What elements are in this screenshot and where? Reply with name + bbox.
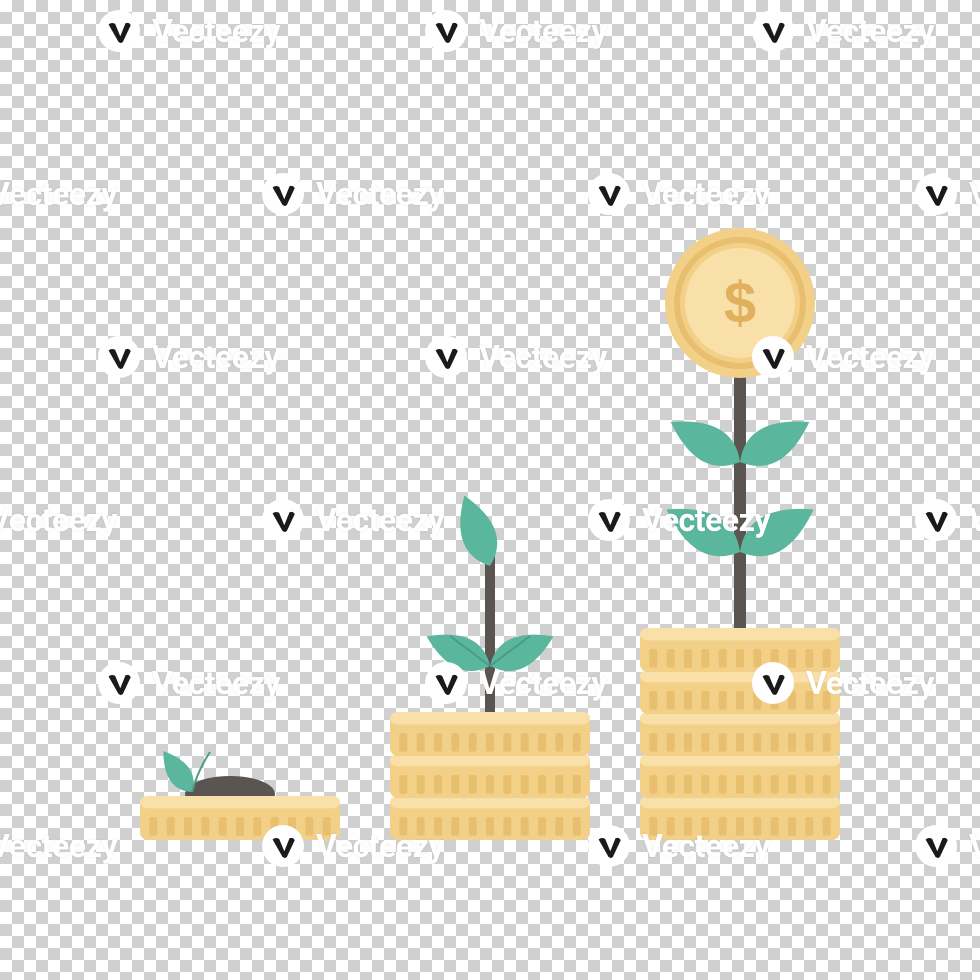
watermark-text: Vecteezy bbox=[806, 12, 934, 50]
watermark-text: Vecteezy bbox=[316, 827, 444, 865]
watermark-text: Vecteezy bbox=[152, 12, 280, 50]
watermark: Vecteezy bbox=[262, 499, 444, 541]
watermark: Vecteezy bbox=[915, 173, 980, 215]
vecteezy-logo-icon bbox=[262, 499, 304, 541]
watermark-text: Vecteezy bbox=[479, 664, 607, 702]
vecteezy-logo-icon bbox=[915, 173, 957, 215]
vecteezy-logo-icon bbox=[425, 662, 467, 704]
watermark-text: Vecteezy bbox=[969, 175, 980, 213]
watermark-text: Vecteezy bbox=[642, 827, 770, 865]
watermark: Vecteezy bbox=[425, 336, 607, 378]
watermark: Vecteezy bbox=[752, 336, 934, 378]
vecteezy-logo-icon bbox=[915, 825, 957, 867]
watermark-text: Vecteezy bbox=[0, 501, 117, 539]
watermark: Vecteezy bbox=[915, 825, 980, 867]
watermark-text: Vecteezy bbox=[316, 175, 444, 213]
vecteezy-logo-icon bbox=[425, 336, 467, 378]
watermark-text: Vecteezy bbox=[152, 664, 280, 702]
watermark: Vecteezy bbox=[262, 173, 444, 215]
vecteezy-logo-icon bbox=[98, 336, 140, 378]
watermark: Vecteezy bbox=[98, 336, 280, 378]
watermark-text: Vecteezy bbox=[806, 664, 934, 702]
watermark-text: Vecteezy bbox=[0, 175, 117, 213]
vecteezy-logo-icon bbox=[588, 499, 630, 541]
watermark-text: Vecteezy bbox=[806, 338, 934, 376]
vecteezy-logo-icon bbox=[915, 499, 957, 541]
watermark-text: Vecteezy bbox=[969, 827, 980, 865]
stage: $ VecteezyVecteezyVecteezyVecteezyVectee… bbox=[0, 0, 980, 980]
watermark: Vecteezy bbox=[915, 499, 980, 541]
watermark: Vecteezy bbox=[425, 10, 607, 52]
vecteezy-logo-icon bbox=[262, 825, 304, 867]
vecteezy-logo-icon bbox=[588, 173, 630, 215]
watermark: Vecteezy bbox=[0, 499, 117, 541]
vecteezy-logo-icon bbox=[752, 336, 794, 378]
vecteezy-logo-icon bbox=[588, 825, 630, 867]
watermark-text: Vecteezy bbox=[969, 501, 980, 539]
vecteezy-logo-icon bbox=[98, 10, 140, 52]
watermark-text: Vecteezy bbox=[152, 338, 280, 376]
watermark: Vecteezy bbox=[425, 662, 607, 704]
watermark-text: Vecteezy bbox=[316, 501, 444, 539]
watermark-text: Vecteezy bbox=[479, 12, 607, 50]
watermark: Vecteezy bbox=[588, 825, 770, 867]
vecteezy-logo-icon bbox=[752, 662, 794, 704]
watermark-text: Vecteezy bbox=[0, 827, 117, 865]
vecteezy-logo-icon bbox=[425, 10, 467, 52]
watermark-layer: Vecteezy Vecteezy Vecteezy Vecteezy Vecteezy… bbox=[0, 0, 980, 980]
watermark: Vecteezy bbox=[98, 10, 280, 52]
vecteezy-logo-icon bbox=[752, 10, 794, 52]
watermark: Vecteezy bbox=[262, 825, 444, 867]
watermark: Vecteezy bbox=[0, 825, 117, 867]
watermark: Vecteezy bbox=[98, 662, 280, 704]
watermark: Vecteezy bbox=[752, 662, 934, 704]
watermark-text: Vecteezy bbox=[642, 175, 770, 213]
vecteezy-logo-icon bbox=[98, 662, 140, 704]
watermark-text: Vecteezy bbox=[642, 501, 770, 539]
watermark: Vecteezy bbox=[752, 10, 934, 52]
watermark: Vecteezy bbox=[588, 173, 770, 215]
watermark: Vecteezy bbox=[0, 173, 117, 215]
vecteezy-logo-icon bbox=[262, 173, 304, 215]
watermark: Vecteezy bbox=[588, 499, 770, 541]
watermark-text: Vecteezy bbox=[479, 338, 607, 376]
